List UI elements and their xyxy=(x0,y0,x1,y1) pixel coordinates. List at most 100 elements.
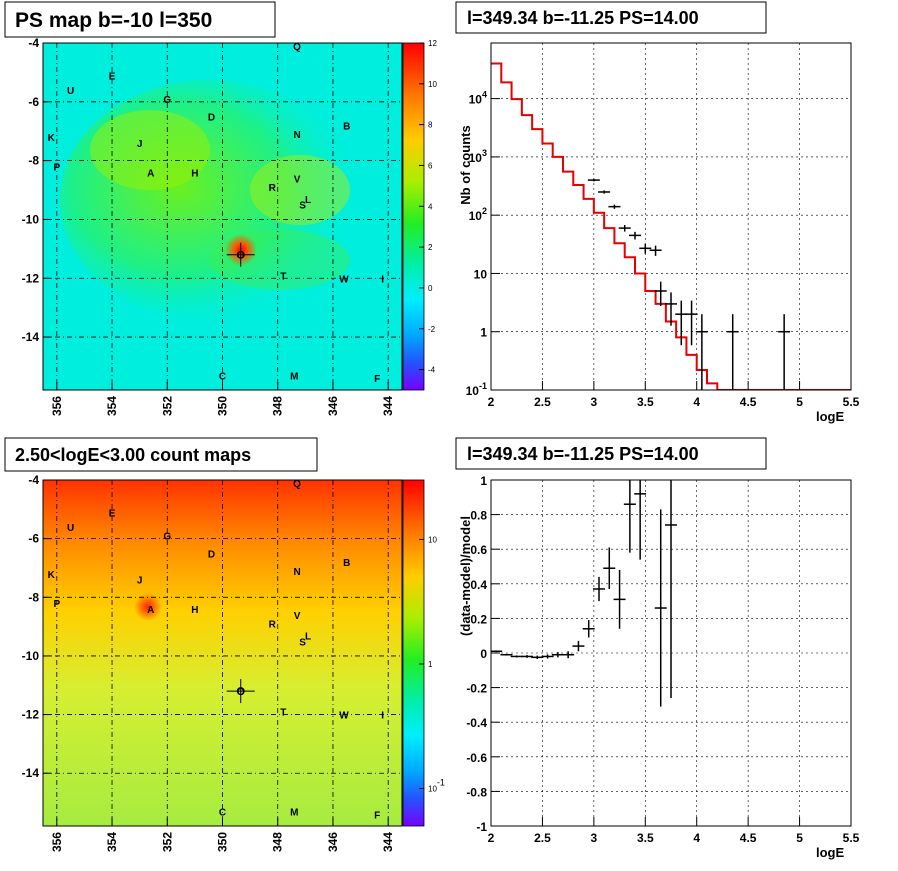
count-map-axes: 356 354 352 350 348 346 344 -4 -6 -8 -10 -12 -14 xyxy=(22,473,396,852)
spectrum-frame xyxy=(490,42,852,391)
map-y-tick-label: -12 xyxy=(22,271,40,285)
spectrum-title-box xyxy=(455,1,767,34)
source-marker-label: S xyxy=(299,637,306,648)
map-y-tick-label: -6 xyxy=(28,532,39,546)
count-map-markers: QEUGDBNKJPAHVRLSOTWICMF xyxy=(48,479,385,821)
source-marker-label: W xyxy=(339,711,349,722)
source-marker-label: L xyxy=(305,195,311,206)
map-x-tick-label: 344 xyxy=(381,396,395,416)
source-marker-label: B xyxy=(343,558,350,569)
map-x-tick-label: 348 xyxy=(271,396,285,416)
map-y-tick-label: -14 xyxy=(22,766,40,780)
colorbar-tick-label: 6 xyxy=(428,161,433,170)
residual-xlabel: logE xyxy=(816,845,844,860)
residual-y-tick-label: -0.4 xyxy=(466,716,487,730)
source-marker-label: D xyxy=(208,549,215,560)
spectrum-y-tick-label: 10-1 xyxy=(466,381,487,398)
residual-x-tick-label: 4 xyxy=(693,831,700,845)
ps-map-title: PS map b=-10 l=350 xyxy=(15,9,212,32)
colorbar-tick-label: -4 xyxy=(428,366,436,375)
residual-y-tick-label: 1 xyxy=(480,474,487,488)
spectrum-x-tick-label: 4 xyxy=(693,395,700,409)
source-marker-label: H xyxy=(191,168,198,179)
residual-x-tick-label: 2 xyxy=(488,831,495,845)
count-map-title: 2.50<logE<3.00 count maps xyxy=(15,445,251,465)
spectrum-y-tick-label: 103 xyxy=(469,148,487,165)
count-map-colorbar-ticks: 10 1 10-1 xyxy=(419,535,445,794)
source-marker-label: P xyxy=(53,599,60,610)
source-marker-label: A xyxy=(147,605,154,616)
residual-y-tick-label: 0 xyxy=(480,647,487,661)
map-y-tick-label: -4 xyxy=(28,36,39,50)
residual-points xyxy=(491,480,677,707)
map-x-tick-label: 352 xyxy=(160,396,174,416)
spectrum-xlabel: logE xyxy=(816,409,844,424)
count-map-hotspot xyxy=(134,593,162,621)
map-y-tick-label: -4 xyxy=(28,473,39,487)
spectrum-x-tick-label: 5.5 xyxy=(843,395,860,409)
spectrum-y-tick-label: 102 xyxy=(469,206,487,223)
colorbar-tick-label: 10-1 xyxy=(428,778,445,794)
map-x-tick-label: 344 xyxy=(381,832,395,852)
spectrum-x-tick-label: 3.5 xyxy=(637,395,654,409)
ps-map-emission-patch xyxy=(250,155,350,225)
residual-y-tick-label: 0.2 xyxy=(470,612,487,626)
map-y-tick-label: -10 xyxy=(22,649,40,663)
residual-x-tick-label: 3 xyxy=(591,831,598,845)
source-marker-label: J xyxy=(137,576,143,587)
map-x-tick-label: 356 xyxy=(50,832,64,852)
source-marker-label: L xyxy=(305,631,311,642)
map-y-tick-label: -14 xyxy=(22,330,40,344)
residual-title: l=349.34 b=-11.25 PS=14.00 xyxy=(467,444,699,464)
source-marker-label: I xyxy=(381,711,384,722)
map-x-tick-label: 352 xyxy=(160,832,174,852)
colorbar-tick-label: 8 xyxy=(428,121,433,130)
ps-map-markers: QEUGDBNKJPAHVRLSOTWICMF xyxy=(48,42,385,385)
source-marker-label: J xyxy=(137,139,143,150)
residual-x-tick-label: 3.5 xyxy=(637,831,654,845)
residual-title-box xyxy=(455,437,767,470)
ps-map-grid xyxy=(43,42,402,390)
spectrum-title: l=349.34 b=-11.25 PS=14.00 xyxy=(467,8,699,28)
spectrum-series xyxy=(491,62,851,390)
source-marker-label: V xyxy=(294,174,301,185)
residual-panel: l=349.34 b=-11.25 PS=14.00 2 2.5 3 3.5 4 4.5 5… xyxy=(455,437,860,860)
source-marker-label: K xyxy=(48,133,56,144)
map-x-tick-label: 346 xyxy=(326,832,340,852)
source-marker-label: G xyxy=(163,95,171,106)
source-marker-label: N xyxy=(293,130,300,141)
map-x-tick-label: 356 xyxy=(50,396,64,416)
count-map-colorbar xyxy=(402,479,425,827)
ps-map-colorbar xyxy=(402,42,425,391)
source-marker-label: N xyxy=(293,567,300,578)
map-y-tick-label: -12 xyxy=(22,708,40,722)
source-marker-label: P xyxy=(53,163,60,174)
map-y-tick-label: -8 xyxy=(28,590,39,604)
spectrum-x-tick-label: 5 xyxy=(796,395,803,409)
residual-y-tick-label: 0.4 xyxy=(470,578,487,592)
source-marker-label: A xyxy=(147,168,154,179)
colorbar-tick-label: 10 xyxy=(428,535,437,544)
colorbar-tick-label: 10 xyxy=(428,80,437,89)
source-marker-label: E xyxy=(109,508,116,519)
source-marker-label: Q xyxy=(293,479,301,490)
spectrum-y-tick-label: 10 xyxy=(474,267,488,281)
source-marker-label: W xyxy=(339,274,349,285)
source-marker-label: T xyxy=(280,271,286,282)
residual-y-tick-label: -0.6 xyxy=(466,751,487,765)
spectrum-y-tick-label: 104 xyxy=(469,90,487,107)
source-marker-label: U xyxy=(67,523,74,534)
source-marker-label: E xyxy=(109,71,116,82)
residual-axes: 2 2.5 3 3.5 4 4.5 5 5.5 1 0.8 0.6 0.4 0.2 0 -0.2 -0.4 -0… xyxy=(466,474,859,845)
model-histogram xyxy=(491,62,851,390)
source-marker-label: M xyxy=(290,807,298,818)
source-marker-label: C xyxy=(219,807,226,818)
residual-x-tick-label: 4.5 xyxy=(740,831,757,845)
source-marker-label: S xyxy=(299,201,306,212)
residual-y-tick-label: 0.8 xyxy=(470,509,487,523)
map-y-tick-label: -6 xyxy=(28,95,39,109)
source-marker-label: D xyxy=(208,113,215,124)
ps-map-axes: 356 354 352 350 348 346 344 -4 -6 -8 -10 -12 -14 xyxy=(22,36,396,416)
residual-y-tick-label: -0.2 xyxy=(466,682,487,696)
